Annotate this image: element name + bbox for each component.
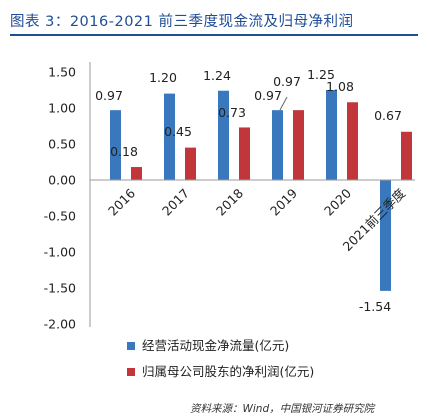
bar bbox=[218, 90, 229, 180]
bar bbox=[380, 180, 391, 291]
bar bbox=[239, 127, 250, 180]
x-tick-label: 2020 bbox=[321, 185, 354, 218]
bar bbox=[185, 147, 196, 180]
x-tick-label: 2018 bbox=[213, 185, 246, 218]
data-label: -1.54 bbox=[359, 299, 391, 314]
data-label: 0.45 bbox=[164, 124, 192, 139]
bar bbox=[131, 167, 142, 180]
data-label: 0.18 bbox=[110, 144, 138, 159]
x-tick-label: 2019 bbox=[267, 185, 300, 218]
data-label: 0.97 bbox=[273, 74, 301, 89]
x-tick-label: 2017 bbox=[159, 186, 192, 219]
bar bbox=[347, 102, 358, 180]
x-tick-label: 2016 bbox=[105, 185, 138, 218]
data-label: 1.20 bbox=[149, 70, 177, 85]
legend-swatch bbox=[127, 368, 135, 376]
data-label: 1.08 bbox=[326, 79, 354, 94]
bar bbox=[272, 110, 283, 180]
bar bbox=[293, 110, 304, 180]
bar bbox=[401, 131, 412, 180]
label-leader-line bbox=[279, 96, 288, 111]
chart-title: 图表 3：2016-2021 前三季度现金流及归母净利润 bbox=[10, 8, 418, 36]
y-tick-label: -1.50 bbox=[44, 281, 76, 296]
y-tick-label: -2.00 bbox=[44, 317, 76, 332]
data-label: 0.67 bbox=[374, 108, 402, 123]
y-tick-label: 1.50 bbox=[48, 65, 76, 80]
y-tick-label: 0.50 bbox=[48, 137, 76, 152]
data-label: 1.25 bbox=[307, 67, 335, 82]
legend-swatch bbox=[127, 342, 135, 350]
data-label: 0.97 bbox=[254, 88, 282, 103]
y-tick-label: -1.00 bbox=[44, 245, 76, 260]
source-note: 资料来源：Wind，中国银河证券研究院 bbox=[190, 403, 375, 415]
legend-label: 经营活动现金净流量(亿元) bbox=[142, 338, 289, 353]
data-label: 0.73 bbox=[218, 105, 246, 120]
data-label: 0.97 bbox=[95, 88, 123, 103]
y-tick-label: 1.00 bbox=[48, 101, 76, 116]
legend-label: 归属母公司股东的净利润(亿元) bbox=[142, 364, 314, 379]
bar bbox=[110, 110, 121, 180]
bar bbox=[326, 90, 337, 180]
y-tick-label: -0.50 bbox=[44, 209, 76, 224]
y-tick-label: 0.00 bbox=[48, 173, 76, 188]
bar bbox=[164, 93, 175, 180]
data-label: 1.24 bbox=[203, 68, 231, 83]
